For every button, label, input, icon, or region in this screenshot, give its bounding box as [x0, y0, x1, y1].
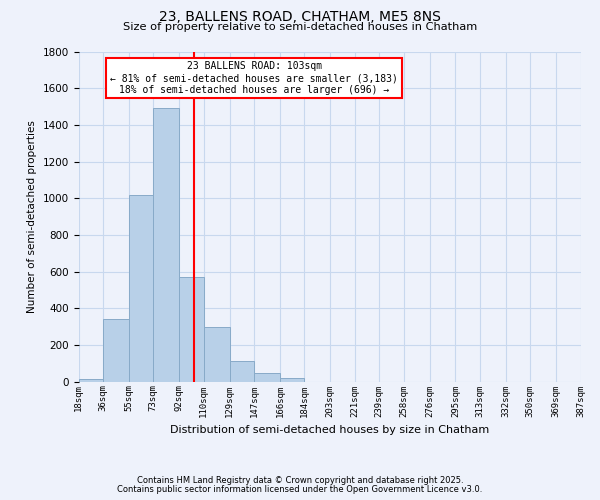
Bar: [254, 374, 280, 382]
Y-axis label: Number of semi-detached properties: Number of semi-detached properties: [27, 120, 37, 313]
Bar: [129, 194, 154, 382]
Bar: [79, 379, 103, 382]
Text: Contains public sector information licensed under the Open Government Licence v3: Contains public sector information licen…: [118, 485, 482, 494]
Text: 23, BALLENS ROAD, CHATHAM, ME5 8NS: 23, BALLENS ROAD, CHATHAM, ME5 8NS: [159, 10, 441, 24]
Bar: [230, 362, 254, 382]
Bar: [280, 378, 304, 382]
Bar: [103, 320, 129, 382]
Text: Contains HM Land Registry data © Crown copyright and database right 2025.: Contains HM Land Registry data © Crown c…: [137, 476, 463, 485]
Bar: [179, 277, 203, 382]
Bar: [154, 108, 179, 382]
X-axis label: Distribution of semi-detached houses by size in Chatham: Distribution of semi-detached houses by …: [170, 425, 489, 435]
Text: Size of property relative to semi-detached houses in Chatham: Size of property relative to semi-detach…: [123, 22, 477, 32]
Text: 23 BALLENS ROAD: 103sqm
← 81% of semi-detached houses are smaller (3,183)
18% of: 23 BALLENS ROAD: 103sqm ← 81% of semi-de…: [110, 62, 398, 94]
Bar: [203, 326, 230, 382]
